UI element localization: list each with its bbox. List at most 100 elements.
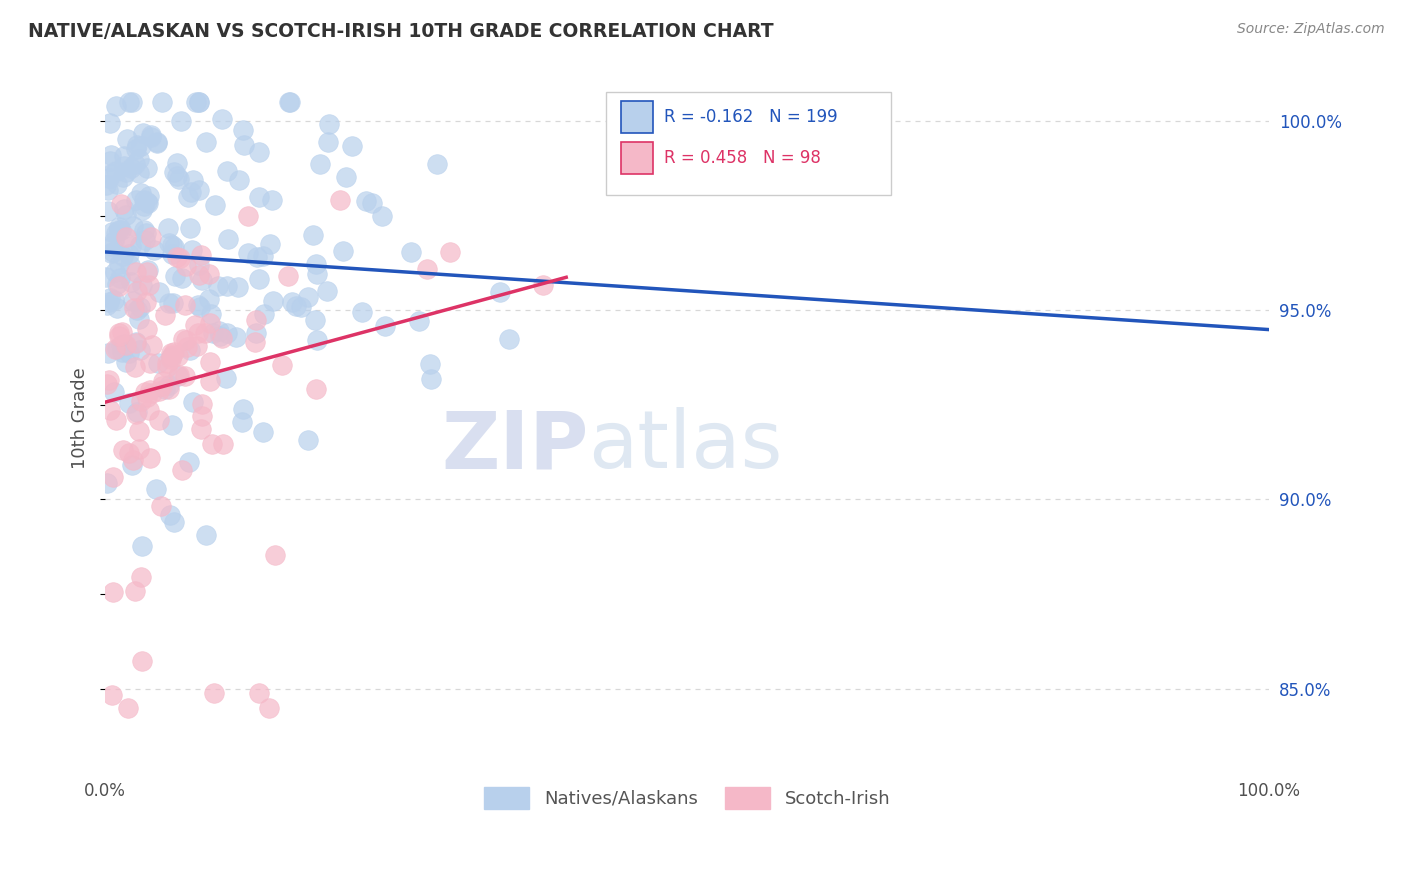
Text: Source: ZipAtlas.com: Source: ZipAtlas.com (1237, 22, 1385, 37)
Point (131, 202, 153, 217)
Point (114, 165, 136, 179)
Point (120, 238, 142, 252)
Point (146, 135, 169, 149)
Point (121, 458, 143, 473)
Point (228, 173, 250, 187)
Point (160, 352, 183, 367)
Point (101, 225, 124, 239)
Point (112, 170, 135, 185)
Point (127, 303, 149, 318)
Point (246, 250, 269, 264)
Point (136, 161, 159, 176)
Point (103, 385, 125, 400)
Point (498, 332, 520, 346)
Point (129, 186, 152, 200)
Point (104, 413, 127, 427)
Point (153, 382, 176, 396)
Point (98, 154, 121, 169)
Point (247, 272, 270, 286)
Point (122, 293, 145, 308)
Point (207, 279, 229, 293)
Point (118, 346, 141, 360)
Point (184, 95, 207, 109)
Point (131, 539, 153, 553)
Point (107, 329, 129, 343)
Point (114, 339, 136, 353)
Point (305, 267, 328, 281)
Point (420, 371, 443, 385)
Point (187, 326, 209, 340)
Point (129, 301, 152, 315)
Point (101, 688, 124, 702)
Point (115, 230, 138, 244)
Point (302, 228, 325, 243)
Point (208, 324, 231, 338)
Point (159, 508, 181, 522)
Point (305, 382, 328, 396)
Point (277, 95, 299, 109)
Point (177, 190, 200, 204)
Point (108, 223, 131, 237)
Point (98, 116, 121, 130)
Point (215, 326, 238, 340)
Point (110, 345, 132, 359)
Text: R = 0.458   N = 98: R = 0.458 N = 98 (664, 149, 821, 167)
Point (290, 300, 312, 314)
Point (139, 356, 162, 370)
Point (184, 318, 207, 333)
Point (135, 265, 157, 279)
Point (167, 349, 190, 363)
Point (105, 343, 128, 357)
Point (100, 246, 122, 260)
Point (150, 379, 173, 393)
Point (166, 169, 188, 183)
Point (124, 584, 146, 599)
Point (162, 246, 184, 260)
Point (157, 295, 180, 310)
Point (198, 374, 221, 388)
Point (139, 128, 162, 142)
Point (108, 326, 131, 341)
Point (356, 194, 378, 208)
Point (129, 570, 152, 584)
Point (399, 244, 422, 259)
Point (233, 138, 256, 153)
Point (217, 232, 239, 246)
Point (162, 295, 184, 310)
Point (157, 235, 180, 250)
Point (200, 316, 222, 330)
Point (169, 251, 191, 265)
Point (132, 199, 155, 213)
Point (201, 326, 224, 340)
Point (156, 221, 179, 235)
Point (252, 249, 274, 263)
Text: R = -0.162   N = 199: R = -0.162 N = 199 (664, 108, 838, 126)
Point (215, 163, 238, 178)
Point (215, 278, 238, 293)
Point (187, 258, 209, 272)
Point (120, 258, 142, 272)
Point (211, 112, 233, 126)
Point (416, 261, 439, 276)
Point (157, 377, 180, 392)
Point (152, 375, 174, 389)
Point (129, 393, 152, 408)
Point (111, 325, 134, 339)
Point (167, 368, 190, 383)
Point (105, 163, 128, 178)
Point (120, 161, 142, 175)
Point (129, 139, 152, 153)
Point (187, 95, 209, 109)
Text: atlas: atlas (588, 408, 783, 485)
Point (247, 145, 270, 159)
Point (94, 269, 117, 284)
Point (208, 329, 231, 343)
Point (148, 285, 170, 299)
Point (264, 549, 287, 563)
Point (197, 267, 219, 281)
Point (148, 384, 170, 399)
Point (329, 193, 352, 207)
Point (260, 193, 283, 207)
Point (204, 198, 226, 212)
Point (101, 469, 124, 483)
